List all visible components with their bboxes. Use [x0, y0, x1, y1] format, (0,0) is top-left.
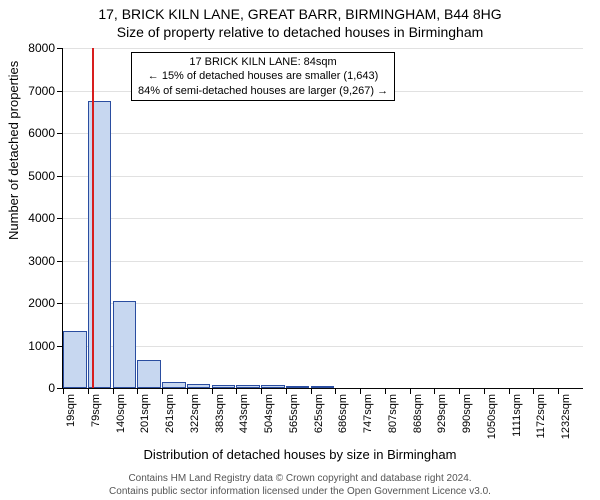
x-tick-label: 1050sqm: [486, 394, 498, 439]
grid-line: [63, 176, 583, 177]
x-tick: [88, 388, 89, 394]
x-tick-label: 868sqm: [412, 394, 424, 433]
x-tick-label: 565sqm: [288, 394, 300, 433]
plot-area: 01000200030004000500060007000800019sqm79…: [62, 48, 583, 389]
x-tick: [212, 388, 213, 394]
chart-title-line2: Size of property relative to detached ho…: [0, 24, 600, 40]
histogram-bar: [137, 360, 161, 388]
x-tick-label: 140sqm: [115, 394, 127, 433]
grid-line: [63, 303, 583, 304]
x-tick: [311, 388, 312, 394]
y-tick-label: 5000: [28, 169, 55, 183]
y-tick-label: 6000: [28, 126, 55, 140]
x-tick-label: 929sqm: [436, 394, 448, 433]
x-tick: [162, 388, 163, 394]
histogram-bar: [236, 385, 260, 388]
grid-line: [63, 48, 583, 49]
x-tick: [261, 388, 262, 394]
x-tick-label: 383sqm: [214, 394, 226, 433]
grid-line: [63, 218, 583, 219]
chart-title-line1: 17, BRICK KILN LANE, GREAT BARR, BIRMING…: [0, 6, 600, 22]
annotation-line: 17 BRICK KILN LANE: 84sqm: [138, 55, 388, 69]
x-tick-label: 443sqm: [238, 394, 250, 433]
y-tick-label: 4000: [28, 211, 55, 225]
x-tick-label: 1111sqm: [511, 394, 523, 437]
x-tick-label: 747sqm: [362, 394, 374, 433]
y-tick-label: 3000: [28, 254, 55, 268]
y-tick: [57, 91, 63, 92]
x-tick: [509, 388, 510, 394]
x-tick: [113, 388, 114, 394]
grid-line: [63, 388, 583, 389]
histogram-bar: [187, 384, 211, 388]
x-tick-label: 261sqm: [164, 394, 176, 433]
y-axis-label: Number of detached properties: [6, 61, 21, 240]
x-tick-label: 201sqm: [139, 394, 151, 433]
x-tick-label: 807sqm: [387, 394, 399, 433]
x-tick: [484, 388, 485, 394]
histogram-bar: [63, 331, 87, 388]
histogram-bar: [286, 386, 310, 388]
y-tick: [57, 218, 63, 219]
chart-container: 17, BRICK KILN LANE, GREAT BARR, BIRMING…: [0, 0, 600, 500]
y-tick-label: 1000: [28, 339, 55, 353]
y-tick-label: 8000: [28, 41, 55, 55]
x-tick: [385, 388, 386, 394]
annotation-box: 17 BRICK KILN LANE: 84sqm← 15% of detach…: [131, 52, 395, 101]
grid-line: [63, 133, 583, 134]
annotation-line: ← 15% of detached houses are smaller (1,…: [138, 69, 388, 83]
annotation-line: 84% of semi-detached houses are larger (…: [138, 84, 388, 98]
x-tick: [187, 388, 188, 394]
x-tick-label: 1172sqm: [535, 394, 547, 438]
x-tick-label: 79sqm: [90, 394, 102, 427]
x-axis-label: Distribution of detached houses by size …: [0, 447, 600, 462]
y-tick-label: 2000: [28, 296, 55, 310]
y-tick-label: 0: [48, 381, 55, 395]
histogram-bar: [162, 382, 186, 388]
y-tick-label: 7000: [28, 84, 55, 98]
y-tick: [57, 48, 63, 49]
y-tick: [57, 176, 63, 177]
y-tick: [57, 261, 63, 262]
grid-line: [63, 346, 583, 347]
y-tick: [57, 133, 63, 134]
footer-line1: Contains HM Land Registry data © Crown c…: [0, 473, 600, 484]
x-tick-label: 990sqm: [461, 394, 473, 433]
x-tick-label: 1232sqm: [560, 394, 572, 439]
x-tick: [410, 388, 411, 394]
histogram-bar: [261, 385, 285, 388]
x-tick-label: 504sqm: [263, 394, 275, 433]
x-tick-label: 686sqm: [337, 394, 349, 433]
x-tick-label: 625sqm: [313, 394, 325, 433]
x-tick: [360, 388, 361, 394]
x-tick-label: 322sqm: [189, 394, 201, 433]
x-tick: [286, 388, 287, 394]
histogram-bar: [311, 386, 335, 388]
footer-line2: Contains public sector information licen…: [0, 486, 600, 497]
histogram-bar: [113, 301, 137, 388]
marker-line: [92, 48, 94, 388]
grid-line: [63, 261, 583, 262]
y-tick: [57, 303, 63, 304]
x-tick-label: 19sqm: [65, 394, 77, 427]
histogram-bar: [212, 385, 236, 388]
x-tick: [63, 388, 64, 394]
